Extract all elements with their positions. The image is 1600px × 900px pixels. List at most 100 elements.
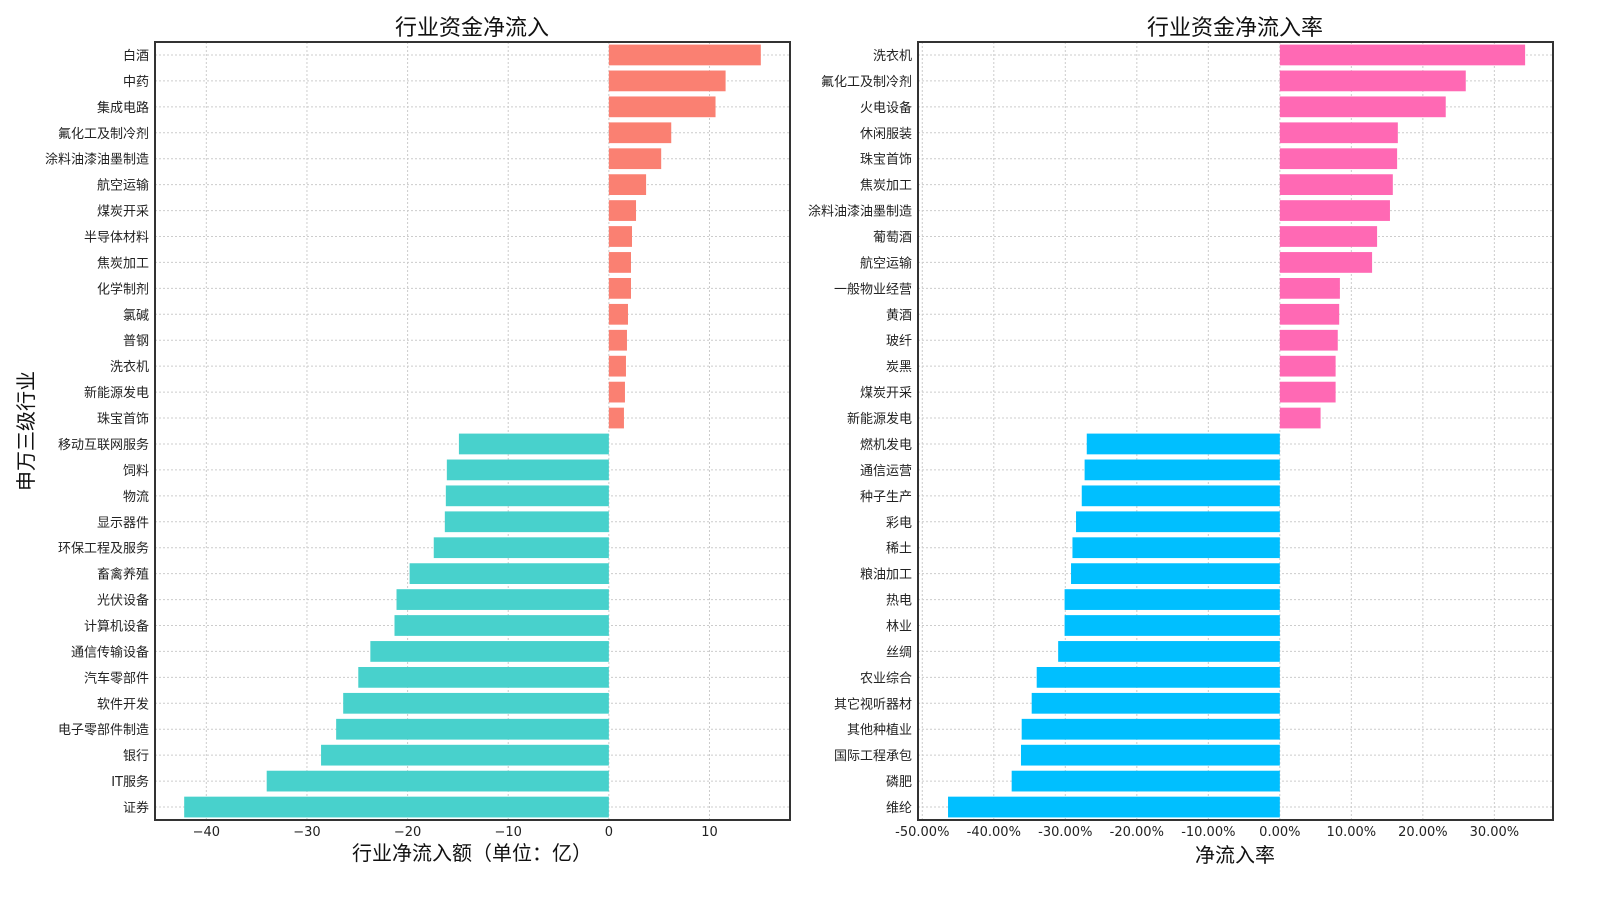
- y-tick-label: 种子生产: [860, 490, 912, 505]
- y-tick-label: 通信运营: [860, 464, 912, 479]
- bar: [394, 615, 609, 636]
- y-tick-label: 炭黑: [886, 360, 912, 375]
- bar: [1279, 407, 1321, 429]
- bar: [608, 355, 626, 377]
- bar: [1031, 692, 1280, 714]
- bar: [1076, 511, 1280, 533]
- bar: [1064, 589, 1280, 610]
- y-tick-label: 白酒: [123, 48, 149, 64]
- y-tick-label: 航空运输: [860, 255, 912, 271]
- y-tick-label: 涂料油漆油墨制造: [45, 152, 149, 168]
- y-tick-label: 证券: [123, 800, 149, 816]
- bar: [1279, 329, 1338, 351]
- y-tick-label: 其它视听器材: [834, 696, 912, 712]
- y-tick-label: 稀土: [886, 542, 912, 557]
- y-tick-label: 新能源发电: [847, 411, 912, 427]
- x-tick-label: 0.00%: [1259, 825, 1300, 840]
- bar: [1279, 122, 1398, 144]
- y-tick-label: 物流: [123, 490, 149, 505]
- bar: [1279, 174, 1393, 196]
- y-tick-label: 畜禽养殖: [97, 567, 149, 583]
- bar: [458, 433, 609, 455]
- bar: [1058, 641, 1280, 662]
- y-tick-label: 燃机发电: [860, 437, 912, 453]
- y-tick-label: 火电设备: [860, 100, 912, 116]
- bar: [433, 537, 609, 559]
- y-tick-label: 葡萄酒: [873, 231, 912, 246]
- bar: [445, 485, 609, 507]
- x-tick-label: −30: [293, 825, 320, 840]
- net-inflow-rate-chart: 行业资金净流入率 净流入率 -50.00% -40.00% -30.00% -20.0…: [808, 16, 1554, 867]
- y-tick-label: 维纶: [886, 801, 912, 816]
- y-tick-label: 珠宝首饰: [860, 153, 912, 168]
- y-tick-label: 彩电: [886, 516, 912, 531]
- y-tick-label: 煤炭开采: [860, 386, 912, 401]
- bar: [608, 381, 625, 403]
- bar: [608, 252, 631, 273]
- x-axis-label: 净流入率: [1195, 843, 1275, 867]
- bar: [1279, 277, 1340, 299]
- x-tick-label: -30.00%: [1038, 825, 1092, 840]
- y-tick-label: 氯碱: [123, 308, 149, 323]
- bar: [608, 70, 726, 92]
- y-tick-label: 黄酒: [886, 308, 912, 323]
- y-tick-label: 软件开发: [97, 696, 149, 712]
- y-tick-label: 洗衣机: [873, 48, 912, 64]
- bar: [1086, 433, 1280, 455]
- y-tick-label: 国际工程承包: [834, 749, 912, 764]
- bar: [608, 303, 628, 325]
- bar: [1064, 615, 1280, 636]
- y-tick-label: 农业综合: [860, 671, 912, 686]
- plot-frame: [154, 41, 791, 821]
- y-tick-label: 焦炭加工: [97, 256, 149, 271]
- y-tick-label: 新能源发电: [84, 385, 149, 401]
- bar: [608, 226, 633, 247]
- net-inflow-chart: 行业资金净流入 行业净流入额（单位：亿） 申万三级行业 −40 −30 −20 −10…: [14, 16, 791, 865]
- bar: [336, 718, 609, 740]
- bar: [948, 796, 1280, 818]
- y-tick-label: 通信传输设备: [71, 644, 149, 660]
- x-tick-label: -20.00%: [1110, 825, 1164, 840]
- chart-title: 行业资金净流入率: [1147, 16, 1323, 41]
- x-tick-label: 0: [605, 825, 613, 840]
- bar: [608, 148, 662, 170]
- y-tick-label: 珠宝首饰: [97, 412, 149, 427]
- bar: [358, 666, 609, 688]
- bar: [266, 770, 609, 792]
- y-tick-label: IT服务: [111, 774, 149, 790]
- bar: [1071, 563, 1280, 585]
- bar: [184, 796, 609, 818]
- bar: [446, 459, 609, 481]
- y-tick-label: 化学制剂: [97, 281, 149, 297]
- y-tick-label: 银行: [123, 749, 149, 764]
- bar: [1279, 303, 1340, 325]
- y-tick-label: 煤炭开采: [97, 205, 149, 220]
- y-tick-label: 计算机设备: [84, 619, 149, 635]
- bar: [1279, 252, 1373, 273]
- y-tick-label: 移动互联网服务: [58, 437, 149, 453]
- bar: [409, 563, 609, 585]
- bar: [321, 744, 609, 766]
- bar: [1072, 537, 1280, 559]
- bar: [1084, 459, 1280, 481]
- y-tick-label: 玻纤: [886, 334, 912, 349]
- y-tick-label: 环保工程及服务: [58, 541, 149, 557]
- bar: [1036, 666, 1280, 688]
- bar: [1279, 226, 1378, 247]
- y-tick-label: 林业: [886, 620, 912, 635]
- y-tick-label: 汽车零部件: [84, 670, 149, 686]
- x-tick-label: −40: [193, 825, 220, 840]
- chart-title: 行业资金净流入: [395, 16, 549, 41]
- y-tick-label: 光伏设备: [97, 593, 149, 609]
- x-axis-label: 行业净流入额（单位：亿）: [352, 841, 592, 865]
- y-tick-label: 航空运输: [97, 178, 149, 194]
- y-tick-label: 集成电路: [97, 100, 149, 116]
- bar: [1279, 381, 1336, 403]
- bar: [1011, 770, 1280, 792]
- y-tick-label: 其他种植业: [847, 723, 912, 738]
- x-tick-label: -40.00%: [967, 825, 1021, 840]
- y-tick-label: 半导体材料: [84, 231, 149, 246]
- bar: [1021, 718, 1280, 740]
- x-tick-label: 30.00%: [1470, 825, 1520, 840]
